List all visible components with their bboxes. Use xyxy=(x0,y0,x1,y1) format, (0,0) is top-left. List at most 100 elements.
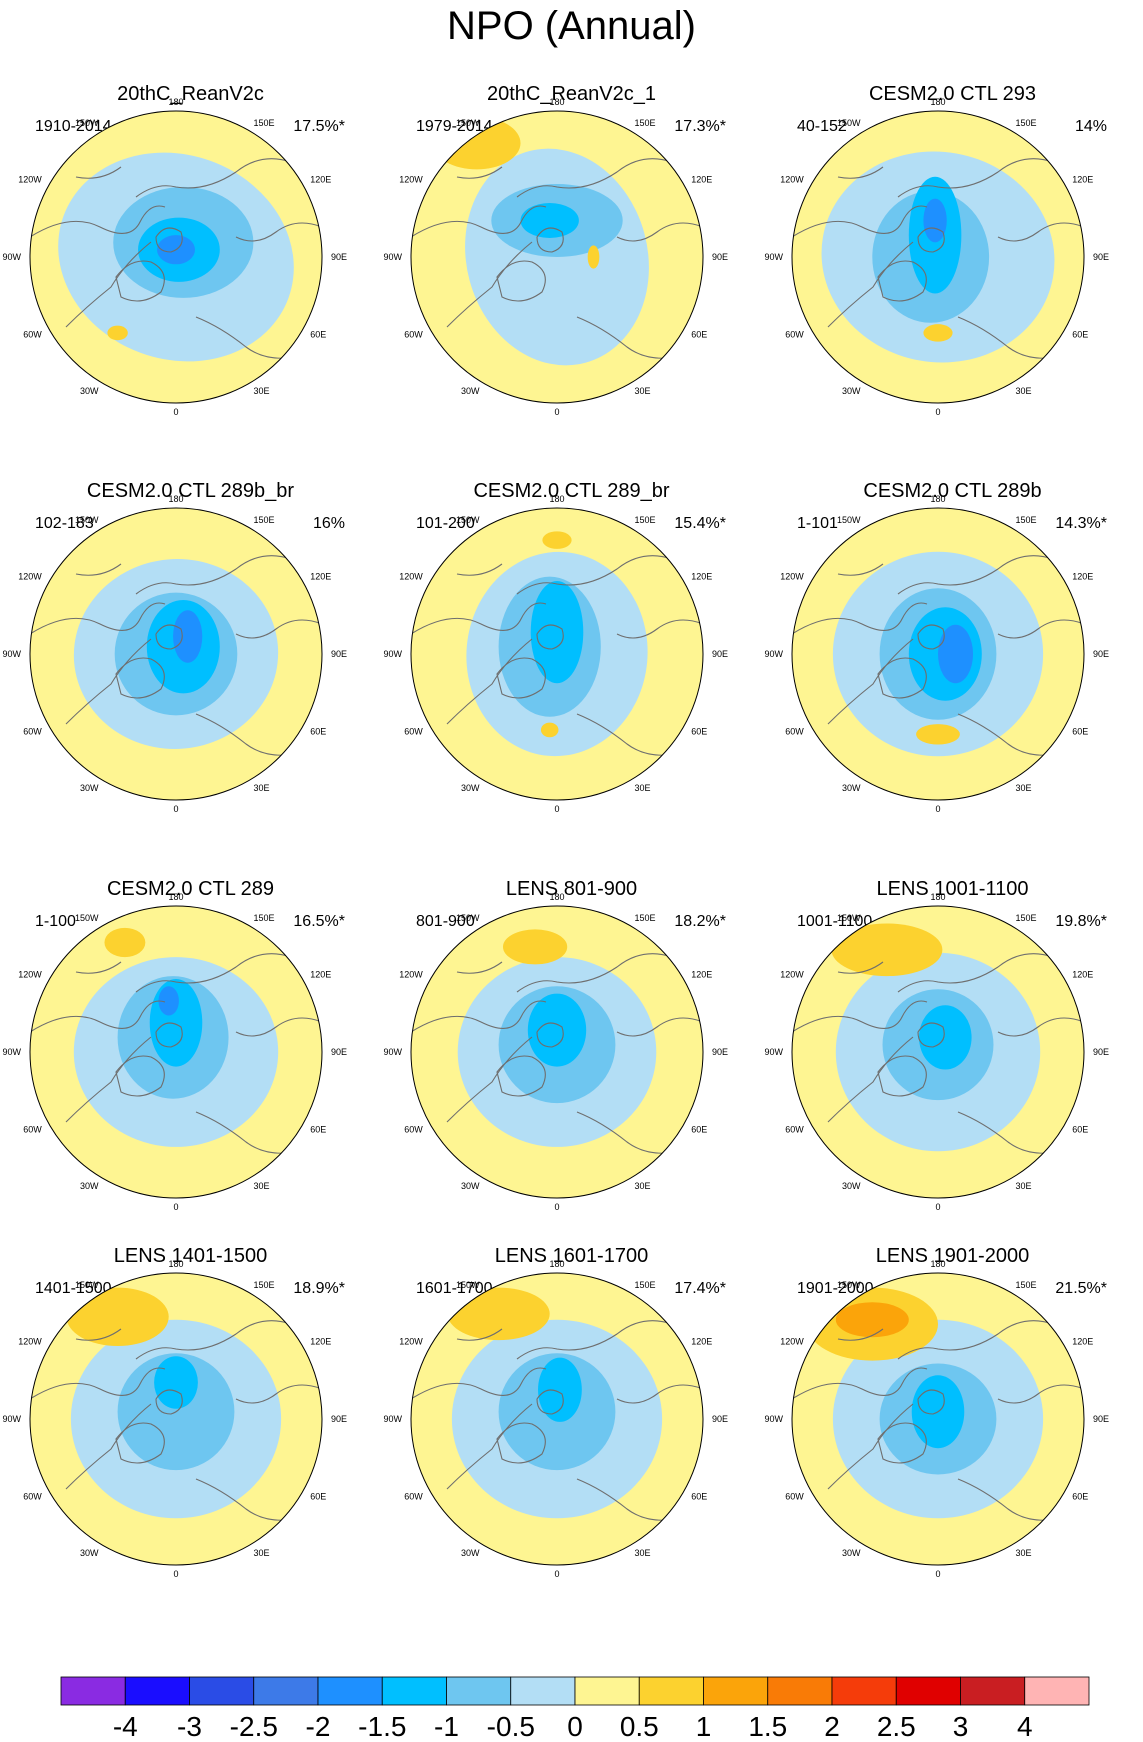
coastline xyxy=(30,1367,166,1400)
coastline xyxy=(827,1403,914,1490)
longitude-label: 60W xyxy=(23,330,42,340)
longitude-label: 60W xyxy=(785,1492,804,1502)
coastlines xyxy=(30,555,322,756)
coastline xyxy=(516,1320,673,1360)
coastline xyxy=(837,961,884,974)
coastline xyxy=(917,1389,945,1415)
longitude-label: 60W xyxy=(785,330,804,340)
longitude-label: 0 xyxy=(554,407,559,417)
longitude-label: 180 xyxy=(168,97,183,107)
map-panel: CESM2.0 CTL 293 40-152 14% 180 150E 120E 90E 60… xyxy=(762,0,1143,417)
longitude-label: 150W xyxy=(456,913,480,923)
longitude-label: 30E xyxy=(1016,1548,1032,1558)
longitude-label: 60E xyxy=(1072,330,1088,340)
colorbar-swatch xyxy=(1024,1676,1090,1706)
colorbar-swatch xyxy=(638,1676,704,1706)
longitude-label: 150E xyxy=(635,913,656,923)
coastline xyxy=(115,1055,165,1097)
map-boundary xyxy=(791,1272,1085,1566)
longitude-label: 0 xyxy=(935,1202,940,1212)
coastlines xyxy=(792,953,1084,1154)
coastline xyxy=(957,1111,1059,1154)
polar-map: 180 150E 120E 90E 60E 30E 0 30W 60W 90W 120W 150W xyxy=(383,892,728,1212)
polar-map: 180 150E 120E 90E 60E 30E 0 30W 60W 90W 120W 150W xyxy=(383,494,728,814)
longitude-label: 120E xyxy=(691,572,712,582)
map-boundary xyxy=(791,507,1085,801)
coastline xyxy=(496,657,546,699)
coastline xyxy=(917,1022,945,1048)
longitude-label: 90E xyxy=(331,1414,347,1424)
coastline xyxy=(75,961,122,974)
longitude-label: 60E xyxy=(310,727,326,737)
coastline xyxy=(827,1036,914,1123)
colorbar-swatch xyxy=(381,1676,447,1706)
longitude-label: 120E xyxy=(310,1337,331,1347)
panel-variance-percent: 19.8%* xyxy=(1055,913,1107,930)
coastline xyxy=(827,638,914,725)
coastline xyxy=(877,260,927,302)
panel-variance-percent: 16% xyxy=(312,515,345,532)
colorbar-tick-label: -1.5 xyxy=(358,1711,407,1742)
longitude-label: 60W xyxy=(785,727,804,737)
panel-title: CESM2.0 CTL 289_br xyxy=(473,480,670,502)
longitude-label: 30W xyxy=(80,1181,99,1191)
coastline xyxy=(115,657,165,699)
longitude-label: 180 xyxy=(930,892,945,902)
polar-map: 180 150E 120E 90E 60E 30E 0 30W 60W 90W 120W 150W xyxy=(2,97,347,417)
coastline xyxy=(496,1055,546,1097)
panel-title: CESM2.0 CTL 289b xyxy=(863,480,1042,502)
panel-period: 1901-2000 xyxy=(797,1280,874,1297)
colorbar-tick-label: -0.5 xyxy=(486,1711,535,1742)
longitude-label: 0 xyxy=(554,1569,559,1579)
coastline xyxy=(877,657,927,699)
longitude-label: 120E xyxy=(1072,970,1093,980)
longitude-label: 90E xyxy=(712,252,728,262)
longitude-label: 60W xyxy=(23,1492,42,1502)
longitude-label: 120E xyxy=(1072,572,1093,582)
strong-negative-region xyxy=(527,993,587,1067)
longitude-label: 180 xyxy=(930,1259,945,1269)
longitude-label: 0 xyxy=(935,1569,940,1579)
core-negative-region xyxy=(923,198,947,243)
longitude-label: 60E xyxy=(1072,1125,1088,1135)
longitude-label: 0 xyxy=(935,407,940,417)
colorbar-tick-label: 2 xyxy=(824,1711,840,1742)
map-panel: CESM2.0 CTL 289b_br 102-183 16% 180 150E 120E… xyxy=(0,397,381,814)
map-boundary xyxy=(29,1272,323,1566)
coastlines xyxy=(792,158,1084,359)
coastline xyxy=(195,316,297,359)
positive-anomaly xyxy=(104,927,146,958)
longitude-label: 120E xyxy=(310,572,331,582)
coastlines xyxy=(411,953,703,1154)
longitude-label: 180 xyxy=(168,892,183,902)
longitude-label: 120W xyxy=(780,970,804,980)
coastlines xyxy=(30,1320,322,1521)
longitude-label: 120W xyxy=(780,1337,804,1347)
core-negative-region xyxy=(938,624,974,684)
positive-anomaly xyxy=(540,722,559,738)
strong-negative-region xyxy=(154,1356,198,1409)
polar-map: 180 150E 120E 90E 60E 30E 0 30W 60W 90W 120W 150W xyxy=(764,892,1109,1212)
panel-title: 20thC_ReanV2c xyxy=(117,83,264,105)
strong-negative-region xyxy=(919,1005,972,1070)
map-panel: LENS 1901-2000 1901-2000 21.5%* 180 150E 120E… xyxy=(762,1162,1143,1579)
longitude-label: 150E xyxy=(1016,913,1037,923)
longitude-label: 60E xyxy=(691,1125,707,1135)
polar-map: 180 150E 120E 90E 60E 30E 0 30W 60W 90W 120W 150W xyxy=(764,97,1109,417)
longitude-label: 60E xyxy=(310,1492,326,1502)
coastline xyxy=(496,260,546,302)
panel-period: 102-183 xyxy=(35,515,94,532)
coastline xyxy=(897,1320,1054,1360)
colorbar-tick-label: -4 xyxy=(112,1711,138,1742)
coastline xyxy=(155,624,183,650)
coastline xyxy=(30,205,166,238)
coastline xyxy=(616,1017,703,1037)
anomaly-field xyxy=(30,508,322,800)
longitude-label: 0 xyxy=(554,804,559,814)
positive-anomaly xyxy=(542,531,572,549)
longitude-label: 30E xyxy=(635,1181,651,1191)
coastline xyxy=(917,227,945,253)
coastline xyxy=(837,563,884,576)
coastline xyxy=(576,316,678,359)
positive-anomaly xyxy=(447,1287,550,1341)
